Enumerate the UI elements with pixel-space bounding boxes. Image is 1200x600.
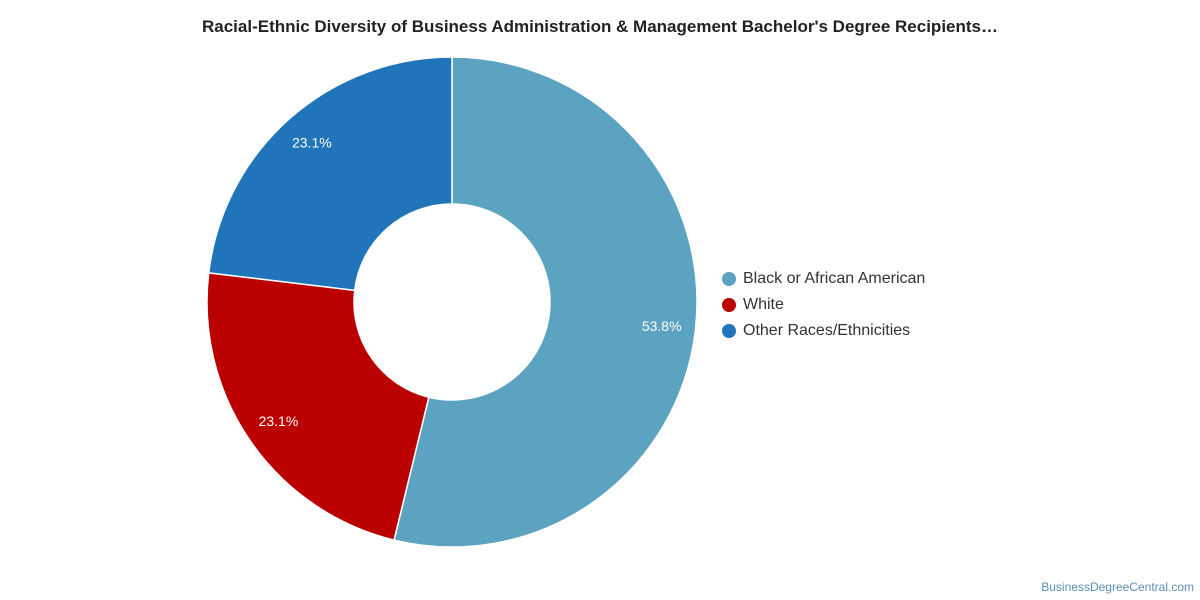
slice-label-1: 53.8% xyxy=(642,318,682,334)
legend-swatch xyxy=(722,298,736,312)
legend-label: Black or African American xyxy=(743,270,926,287)
legend-item-2[interactable]: White xyxy=(722,292,925,318)
legend-label: White xyxy=(743,296,784,313)
legend-swatch xyxy=(722,272,736,286)
slice-label-2: 23.1% xyxy=(259,413,299,429)
chart-title: Racial-Ethnic Diversity of Business Admi… xyxy=(201,17,998,36)
donut-slice-2[interactable] xyxy=(206,271,430,541)
legend: Black or African American White Other Race… xyxy=(722,266,925,344)
donut-slice-3[interactable] xyxy=(207,56,453,292)
legend-swatch xyxy=(722,324,736,338)
watermark: BusinessDegreeCentral.com xyxy=(1041,580,1194,594)
donut-slices xyxy=(206,56,698,548)
legend-item-1[interactable]: Black or African American xyxy=(722,266,925,292)
donut-slice-1[interactable] xyxy=(393,56,698,548)
legend-item-3[interactable]: Other Races/Ethnicities xyxy=(722,318,925,344)
slice-label-3: 23.1% xyxy=(292,135,332,151)
legend-label: Other Races/Ethnicities xyxy=(743,322,911,339)
slice-labels: 53.8% 23.1% 23.1% xyxy=(259,135,682,429)
